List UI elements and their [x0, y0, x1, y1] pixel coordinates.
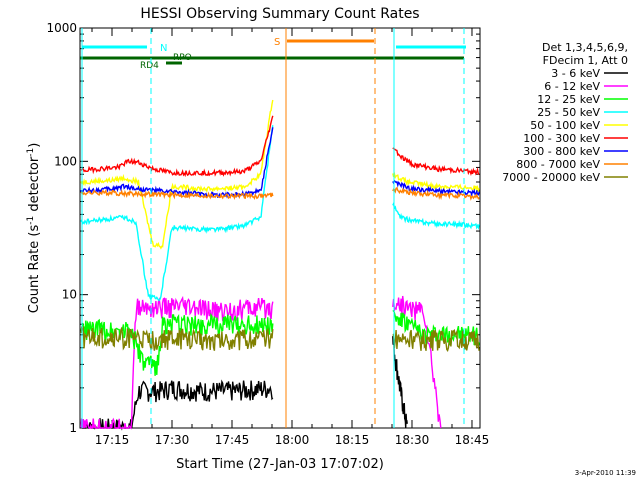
legend: Det 1,3,4,5,6,9,FDecim 1, Att 03 - 6 keV… [502, 41, 628, 184]
series-line [80, 325, 274, 351]
series-line [80, 99, 274, 250]
series-line [80, 379, 274, 431]
legend-label: 100 - 300 keV [523, 132, 600, 145]
rpo-label: RPO [173, 53, 192, 63]
s-label: S [274, 37, 280, 48]
x-tick-label: 18:30 [395, 433, 430, 447]
series-line [392, 186, 480, 201]
rd4-label: RD4 [140, 61, 159, 71]
x-tick-label: 18:00 [275, 433, 310, 447]
series-line [392, 336, 408, 428]
series-line [80, 312, 274, 376]
series-line [392, 309, 480, 347]
series-line [392, 147, 480, 176]
legend-header: Det 1,3,4,5,6,9, [542, 41, 628, 54]
legend-label: 50 - 100 keV [530, 119, 600, 132]
series-line [80, 115, 274, 178]
series-line [392, 328, 480, 352]
legend-label: 800 - 7000 keV [516, 158, 600, 171]
y-axis: 1 10 100 1000 [46, 21, 480, 435]
series-line [392, 179, 480, 198]
footer-date: 3-Apr-2010 11:39 [575, 469, 636, 477]
y-tick-label: 100 [54, 154, 77, 168]
x-tick-label: 17:45 [215, 433, 250, 447]
legend-label: 300 - 800 keV [523, 145, 600, 158]
legend-label: 3 - 6 keV [551, 67, 600, 80]
plot-frame [79, 27, 481, 429]
legend-label: 6 - 12 keV [544, 80, 600, 93]
chart-title: HESSI Observing Summary Count Rates [140, 6, 419, 22]
x-axis-label: Start Time (27-Jan-03 17:07:02) [176, 457, 384, 472]
series-line [80, 295, 274, 430]
legend-label: 25 - 50 keV [537, 106, 600, 119]
series-line [80, 188, 274, 200]
x-tick-label: 18:45 [455, 433, 490, 447]
y-tick-label: 1000 [46, 21, 77, 35]
y-tick-label: 1 [69, 421, 77, 435]
legend-label: 12 - 25 keV [537, 93, 600, 106]
series-line [392, 295, 442, 429]
annotations-group: N S RD4 RPO [80, 28, 466, 428]
legend-label: 7000 - 20000 keV [502, 171, 600, 184]
legend-header: FDecim 1, Att 0 [543, 54, 628, 67]
n-label: N [160, 43, 167, 54]
y-tick-label: 10 [62, 288, 77, 302]
x-axis: 17:15 17:30 17:45 18:00 18:15 18:30 18:45 [91, 28, 490, 447]
x-tick-label: 18:15 [335, 433, 370, 447]
x-tick-label: 17:15 [95, 433, 130, 447]
x-tick-label: 17:30 [155, 433, 190, 447]
y-axis-label: Count Rate (s-1 detector-1) [26, 143, 42, 314]
series-group [80, 99, 480, 431]
series-line [80, 125, 274, 301]
series-line [392, 201, 480, 230]
